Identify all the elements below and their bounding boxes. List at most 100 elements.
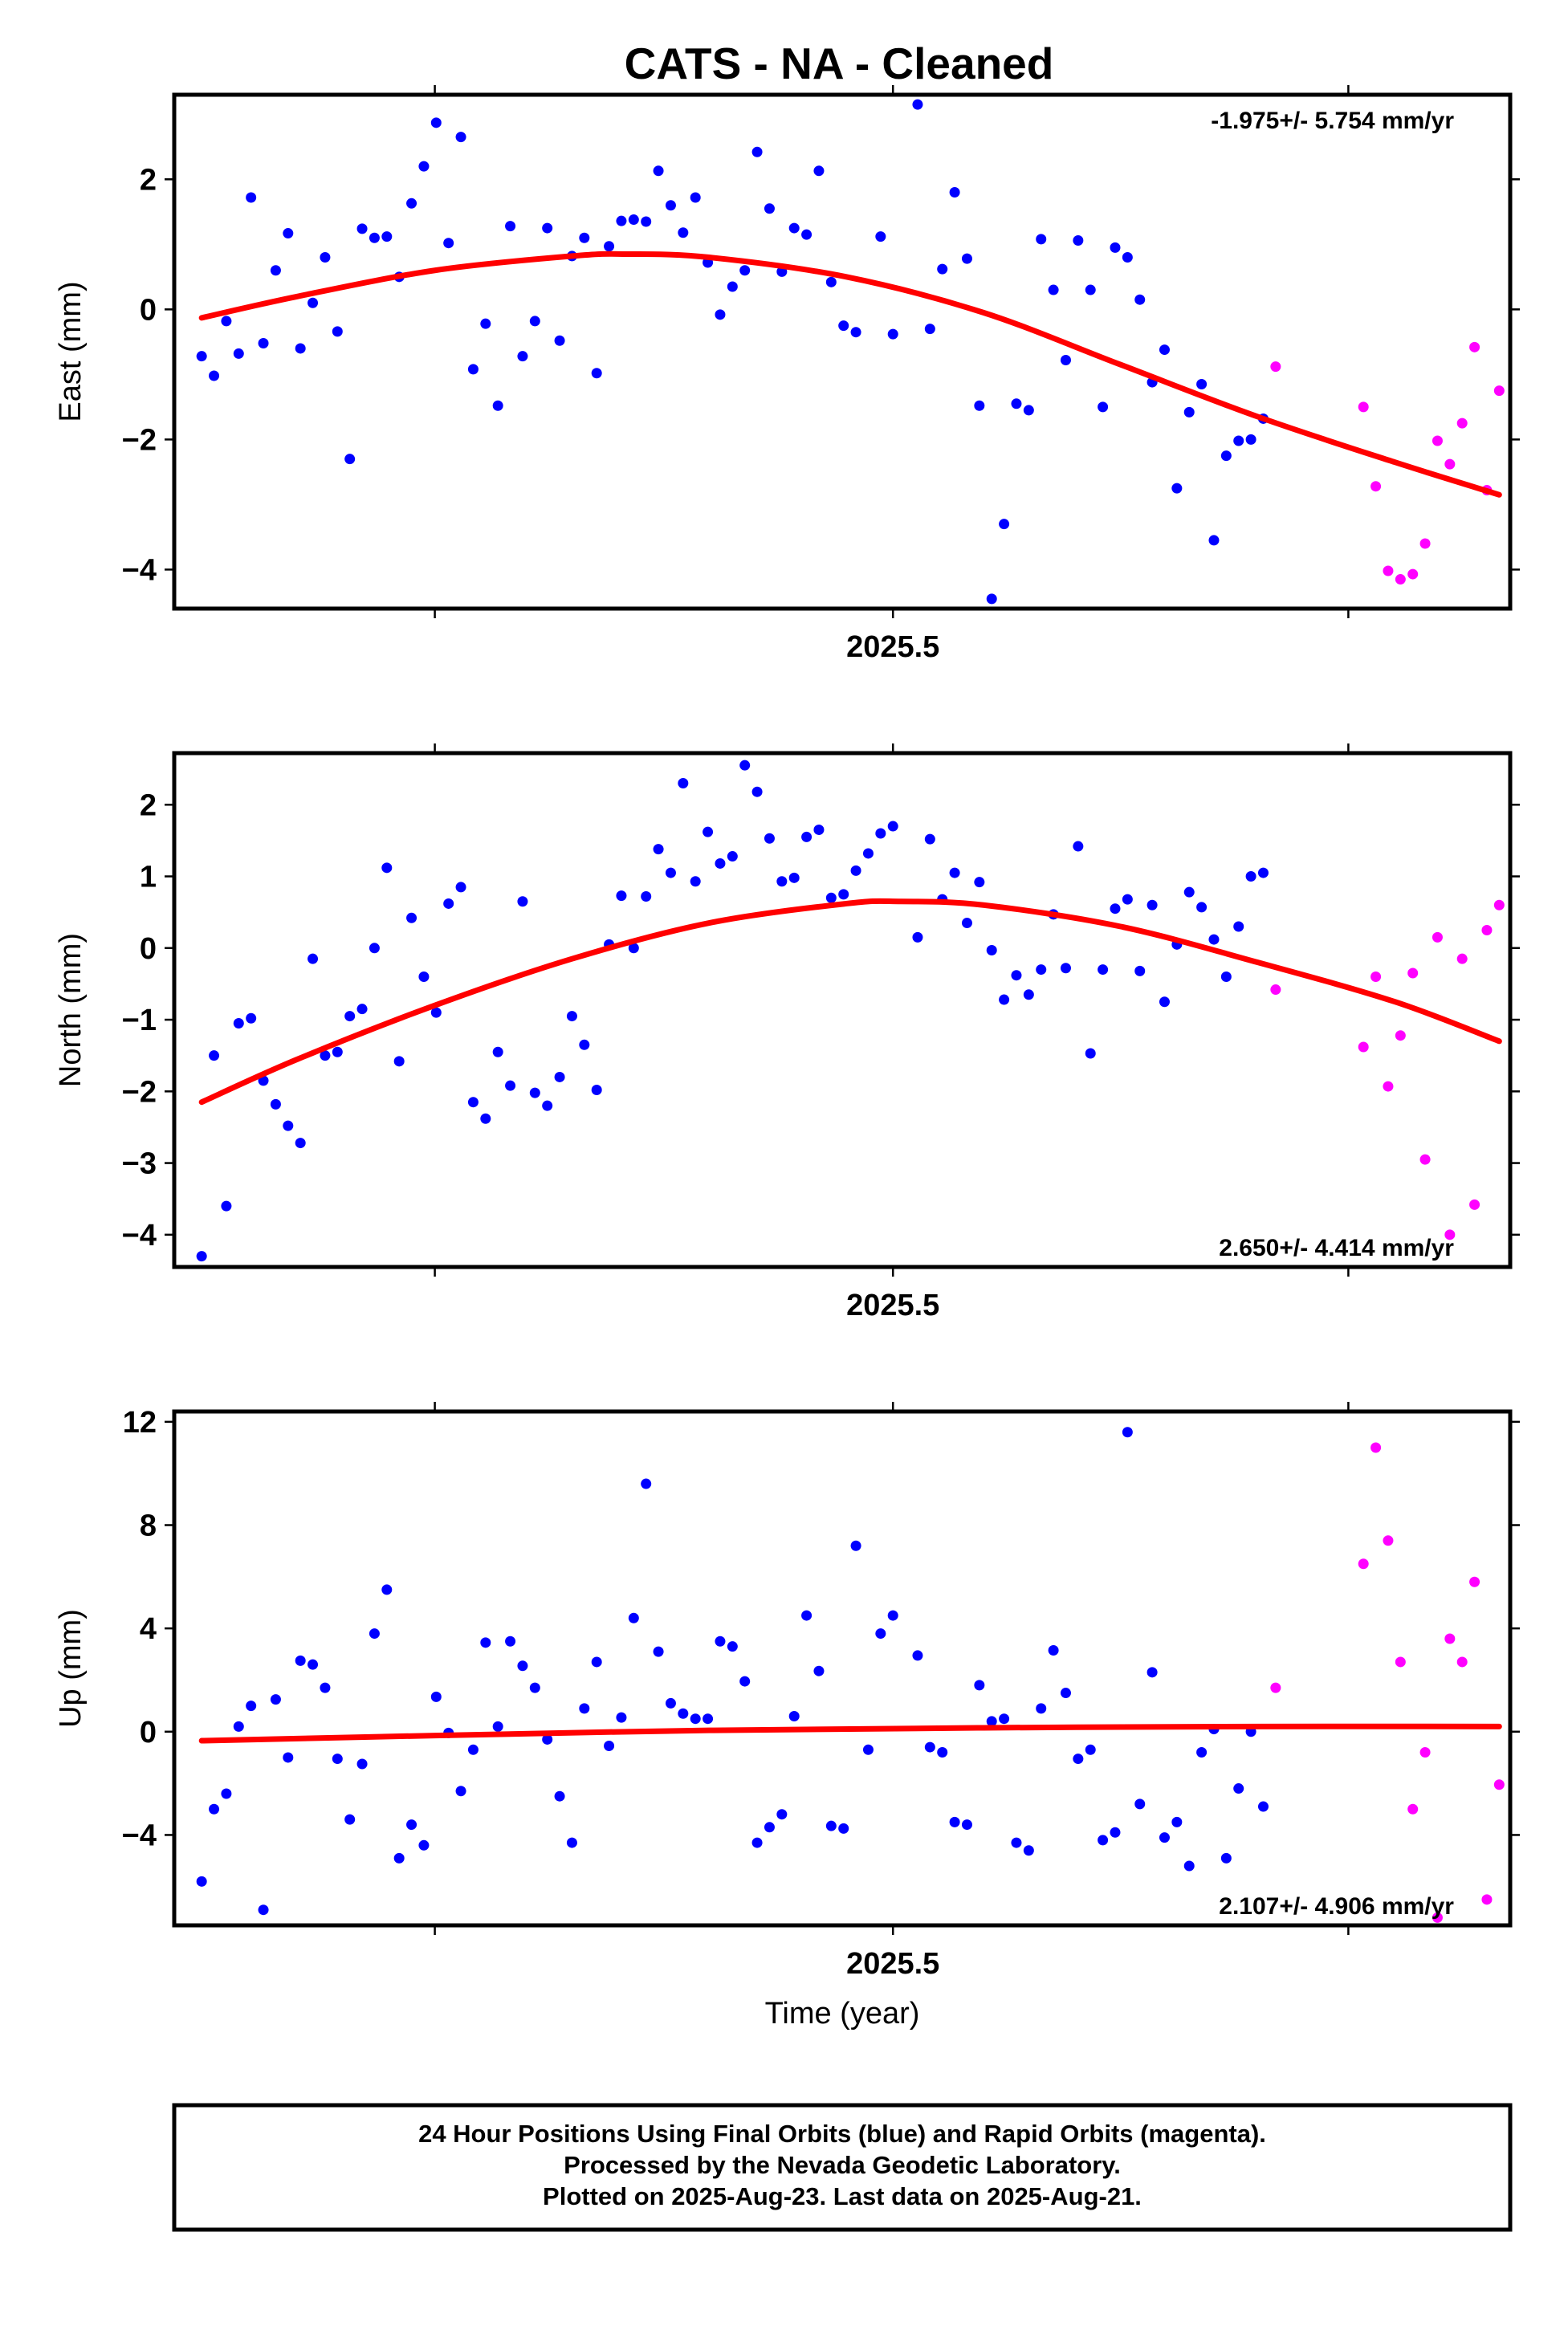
final-point: [344, 1011, 356, 1022]
final-point: [270, 1098, 281, 1110]
rapid-point: [1493, 899, 1505, 910]
final-point: [764, 1822, 775, 1833]
final-point: [542, 222, 553, 234]
panel-east: −4 −2 0 2 2025.5 East (mm) -1.975+/- 5.754 mm/…: [54, 85, 1520, 664]
final-point: [233, 1018, 244, 1029]
final-point: [788, 1710, 800, 1721]
final-point: [850, 327, 861, 338]
final-point: [937, 263, 948, 275]
rapid-point: [1407, 1803, 1419, 1815]
final-point: [1134, 965, 1146, 976]
final-point: [1196, 902, 1208, 913]
final-point: [739, 760, 751, 771]
final-point: [455, 132, 466, 143]
rapid-point: [1432, 1912, 1443, 1923]
final-point: [1073, 1754, 1084, 1765]
final-point: [381, 231, 393, 242]
final-point: [209, 370, 220, 381]
final-point: [949, 187, 960, 198]
final-point: [703, 826, 714, 837]
rapid-point: [1383, 1535, 1394, 1546]
footer-line-1: 24 Hour Positions Using Final Orbits (bl…: [418, 2120, 1266, 2148]
velocity-label: -1.975+/- 5.754 mm/yr: [1211, 108, 1454, 134]
y-tick-label: −2: [122, 1075, 157, 1109]
final-point: [443, 898, 454, 909]
final-point: [1171, 483, 1183, 494]
y-tick-label: 0: [140, 1716, 157, 1750]
final-point: [825, 892, 837, 903]
final-point: [393, 1056, 405, 1067]
final-point: [258, 1904, 269, 1916]
final-point: [1183, 406, 1195, 418]
rapid-point: [1493, 385, 1505, 397]
rapid-point: [1419, 538, 1431, 549]
final-point: [381, 862, 393, 874]
plot-frame: [172, 1409, 1513, 1928]
rapid-point: [1419, 1747, 1431, 1758]
final-point: [875, 828, 886, 839]
final-point: [455, 1786, 466, 1797]
final-point: [480, 318, 491, 329]
final-point: [542, 1100, 553, 1111]
final-point: [196, 1876, 207, 1887]
final-point: [937, 1747, 948, 1758]
final-point: [295, 1138, 306, 1149]
final-point: [332, 1754, 343, 1765]
final-point: [406, 198, 417, 209]
final-point: [961, 918, 972, 929]
rapid-point: [1407, 967, 1419, 979]
final-point: [653, 165, 664, 177]
final-point: [862, 848, 874, 859]
final-point: [209, 1050, 220, 1061]
final-point: [665, 1697, 676, 1709]
y-axis-label: East (mm): [54, 281, 88, 422]
final-point: [554, 1790, 565, 1802]
final-point: [369, 943, 380, 954]
final-point: [961, 253, 972, 264]
y-tick-label: −4: [122, 1219, 157, 1253]
x-axis-label: Time (year): [765, 1997, 920, 2031]
y-tick-label: −2: [122, 423, 157, 457]
velocity-label: 2.107+/- 4.906 mm/yr: [1219, 1893, 1454, 1920]
y-axis-label: Up (mm): [54, 1609, 88, 1728]
y-tick-label: 1: [140, 861, 157, 894]
rapid-point: [1395, 1030, 1406, 1041]
final-point: [628, 943, 639, 954]
rapid-point: [1395, 1656, 1406, 1668]
final-point: [517, 351, 528, 362]
y-tick-label: 2: [140, 163, 157, 197]
final-point: [344, 454, 356, 465]
final-point: [209, 1803, 220, 1815]
rapid-point: [1270, 1682, 1281, 1693]
final-point: [505, 1080, 516, 1091]
final-point: [850, 1540, 861, 1551]
final-point: [788, 872, 800, 883]
final-point: [320, 252, 331, 263]
final-point: [356, 1758, 368, 1770]
final-point: [974, 877, 985, 888]
final-point: [739, 1676, 751, 1687]
final-point: [1098, 964, 1109, 976]
final-point: [542, 1733, 553, 1745]
final-point: [356, 223, 368, 234]
final-point: [492, 1046, 503, 1057]
rapid-point: [1444, 1633, 1456, 1644]
final-point: [1159, 996, 1170, 1008]
final-point: [591, 1085, 602, 1096]
rapid-point: [1419, 1154, 1431, 1165]
final-point: [1036, 1703, 1047, 1714]
final-point: [1085, 1048, 1096, 1059]
final-point: [467, 364, 479, 375]
final-point: [221, 1200, 232, 1212]
final-point: [776, 1809, 788, 1820]
rapid-point: [1456, 418, 1468, 429]
rapid-point: [1270, 984, 1281, 996]
final-point: [974, 400, 985, 411]
final-point: [641, 1478, 652, 1489]
final-point: [924, 324, 935, 335]
final-point: [1098, 401, 1109, 413]
plot-data: [196, 1427, 1505, 1923]
rapid-point: [1432, 931, 1443, 943]
final-point: [641, 891, 652, 902]
final-point: [579, 1703, 590, 1714]
